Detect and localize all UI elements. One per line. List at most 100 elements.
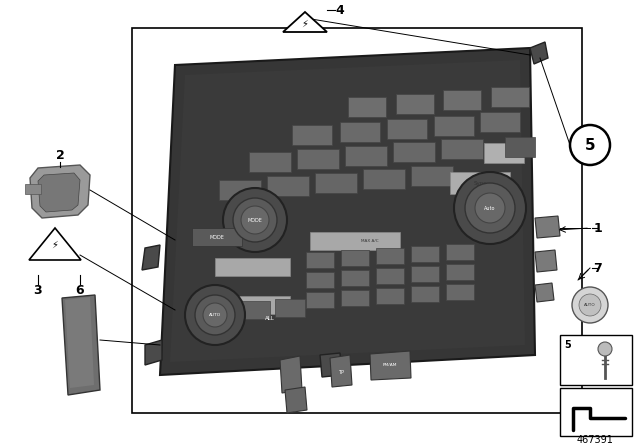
Bar (341, 250, 369, 266)
Bar (450, 172, 510, 194)
Bar (341, 270, 369, 286)
Polygon shape (285, 387, 307, 413)
Bar (306, 292, 334, 308)
Text: MODE: MODE (209, 234, 225, 240)
Bar (340, 122, 380, 142)
Bar (275, 299, 305, 317)
Bar (411, 266, 439, 282)
Bar (441, 139, 483, 159)
Bar (446, 284, 474, 300)
Text: AUTO: AUTO (209, 313, 221, 317)
Circle shape (195, 295, 235, 335)
Text: Auto: Auto (484, 206, 496, 211)
Bar (560, 388, 632, 436)
Circle shape (598, 342, 612, 356)
Text: TP: TP (338, 370, 344, 375)
Polygon shape (535, 216, 560, 238)
Text: 3: 3 (34, 284, 42, 297)
Circle shape (233, 198, 277, 242)
Text: ⚡: ⚡ (301, 19, 308, 29)
Text: 6: 6 (76, 284, 84, 297)
Bar (306, 252, 334, 268)
Text: MAX A/C: MAX A/C (361, 239, 379, 243)
Text: ALL: ALL (265, 315, 275, 320)
Circle shape (203, 303, 227, 327)
Bar (267, 176, 309, 196)
Bar (345, 146, 387, 166)
Circle shape (241, 206, 269, 234)
Bar (215, 258, 290, 276)
Polygon shape (145, 340, 162, 365)
Text: ⚡: ⚡ (52, 240, 58, 250)
Circle shape (572, 287, 608, 323)
Bar (363, 169, 405, 189)
Bar (484, 143, 524, 163)
Polygon shape (29, 228, 81, 260)
Polygon shape (283, 12, 327, 32)
Text: 5: 5 (564, 340, 572, 350)
Circle shape (454, 172, 526, 244)
Polygon shape (535, 283, 554, 302)
Text: FM/AM: FM/AM (383, 363, 397, 367)
Polygon shape (38, 173, 80, 212)
Bar (219, 180, 261, 200)
Text: 5: 5 (585, 138, 595, 152)
Bar (315, 173, 357, 193)
Bar (215, 296, 290, 314)
Bar (411, 166, 453, 186)
Text: Sync: Sync (474, 181, 486, 185)
Bar (310, 232, 400, 250)
Polygon shape (170, 60, 525, 362)
Polygon shape (370, 351, 411, 380)
Bar (560, 335, 632, 385)
Polygon shape (160, 48, 535, 375)
Polygon shape (330, 355, 352, 387)
Bar (306, 272, 334, 288)
Polygon shape (535, 250, 557, 272)
Bar (192, 228, 242, 246)
Bar (411, 246, 439, 262)
Circle shape (185, 285, 245, 345)
Bar (297, 149, 339, 169)
Text: 467391: 467391 (576, 435, 613, 445)
Bar (396, 94, 434, 114)
Bar (376, 248, 404, 264)
Bar (411, 286, 439, 302)
Circle shape (465, 183, 515, 233)
Bar (132, 28, 582, 413)
Bar (446, 244, 474, 260)
Bar (505, 137, 535, 157)
Polygon shape (530, 42, 548, 64)
Circle shape (223, 188, 287, 252)
Bar (434, 116, 474, 136)
Bar (341, 290, 369, 306)
Bar (387, 119, 427, 139)
Bar (491, 87, 529, 107)
Text: 2: 2 (56, 148, 65, 161)
Bar (393, 142, 435, 162)
Bar (292, 125, 332, 145)
Bar (443, 90, 481, 110)
Bar (348, 97, 386, 117)
Polygon shape (142, 245, 160, 270)
Text: 7: 7 (594, 262, 602, 275)
Text: AUTO: AUTO (584, 303, 596, 307)
Bar (25, 184, 41, 194)
Circle shape (475, 193, 505, 223)
Bar (480, 112, 520, 132)
Text: 4: 4 (335, 4, 344, 17)
Polygon shape (30, 165, 90, 218)
Bar (376, 268, 404, 284)
Text: MODE: MODE (248, 217, 262, 223)
Bar (446, 264, 474, 280)
Polygon shape (62, 295, 100, 395)
Bar (376, 288, 404, 304)
Circle shape (579, 294, 601, 316)
Circle shape (570, 125, 610, 165)
Bar (240, 301, 270, 319)
Polygon shape (320, 353, 342, 377)
Text: 1: 1 (594, 221, 602, 234)
Bar (249, 152, 291, 172)
Polygon shape (65, 297, 94, 388)
Polygon shape (280, 356, 302, 393)
